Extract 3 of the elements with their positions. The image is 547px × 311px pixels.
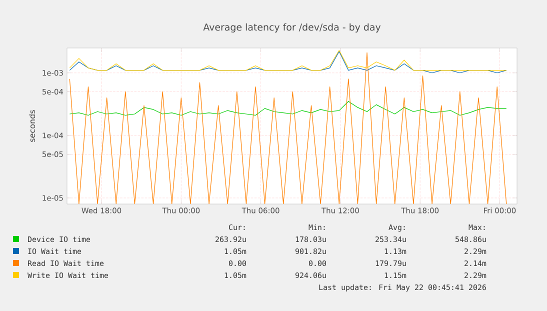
line-series — [69, 101, 507, 116]
line-series — [69, 52, 507, 204]
chart-title: Average latency for /dev/sda - by day — [203, 23, 381, 33]
